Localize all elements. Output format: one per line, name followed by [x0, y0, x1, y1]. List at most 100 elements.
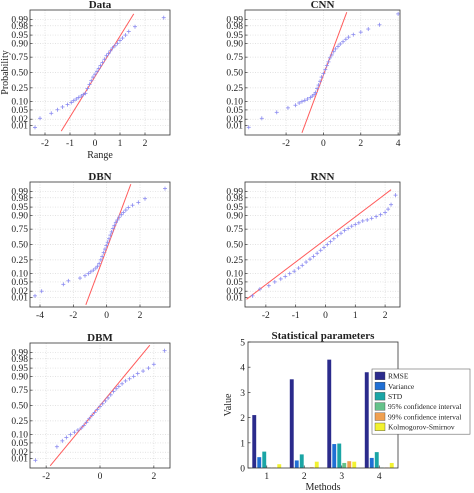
data-point: [89, 413, 94, 418]
y-tick-label: 0.25: [11, 84, 28, 94]
x-tick-label: -2: [41, 139, 49, 149]
data-point: [33, 458, 38, 463]
data-point: [292, 269, 297, 274]
chart-panel-1: 0.010.020.050.10 0.25 0.50 0.75 0.900.950.98…: [0, 0, 171, 161]
data-point: [246, 125, 251, 130]
data-point: [110, 45, 115, 50]
data-point: [83, 273, 87, 278]
data-point: [335, 233, 340, 238]
data-point: [356, 220, 361, 225]
y-tick-label: 0.90: [11, 211, 28, 221]
x-tick-label: 1: [264, 472, 269, 482]
chart-title-rnn: RNN: [311, 171, 335, 183]
data-point: [327, 55, 332, 60]
x-tick-label: 0: [323, 311, 328, 321]
data-point: [68, 432, 73, 437]
data-point: [257, 287, 262, 292]
data-point: [283, 274, 288, 279]
y-tick-label: 0.95: [11, 364, 28, 374]
data-point: [98, 404, 102, 409]
x-tick-label: 2: [143, 139, 148, 149]
bar: [389, 462, 394, 468]
data-point: [66, 278, 71, 283]
y-tick-label: 0.99: [226, 16, 243, 26]
y-tick-label: 1: [240, 439, 245, 449]
legend-swatch: [374, 371, 386, 380]
bar: [299, 454, 304, 468]
x-tick-label: 2: [383, 311, 388, 321]
data-point: [86, 271, 91, 276]
data-point: [112, 223, 117, 228]
y-tick-label: 4: [240, 364, 245, 374]
y-tick-label: 0.50: [11, 69, 28, 79]
y-tick-label: 0.90: [226, 39, 243, 49]
x-tick-label: 0: [104, 311, 109, 321]
data-point: [331, 49, 336, 54]
data-point: [341, 39, 346, 44]
data-point: [111, 389, 116, 394]
data-point: [106, 395, 111, 400]
data-point: [305, 96, 310, 101]
chart-panel-4: 0.010.020.050.10 0.25 0.50 0.75 0.900.950.98…: [226, 171, 401, 321]
y-tick-label: 0.95: [226, 203, 243, 213]
bar: [257, 457, 262, 468]
data-point: [316, 83, 321, 88]
reference-fit-line: [246, 189, 392, 300]
bar: [374, 452, 379, 468]
data-point: [325, 242, 330, 247]
chart-panel-2: 0.010.020.050.10 0.25 0.50 0.75 0.900.950.98…: [226, 0, 400, 149]
bar: [364, 372, 369, 468]
data-point: [274, 110, 279, 115]
data-point: [369, 216, 374, 221]
data-point: [38, 116, 42, 121]
data-point: [326, 59, 331, 64]
data-point: [250, 293, 255, 298]
data-point: [98, 257, 103, 262]
data-point: [78, 276, 82, 281]
y-axis-label: Value: [223, 393, 234, 416]
reference-fit-line: [60, 13, 135, 132]
data-point: [299, 99, 304, 104]
data-point: [84, 420, 89, 425]
data-point: [307, 257, 312, 262]
data-point: [33, 125, 37, 130]
data-point: [126, 29, 131, 34]
y-tick-label: 0.95: [11, 203, 28, 213]
data-point: [93, 72, 97, 77]
y-tick-label: 3: [240, 389, 245, 399]
data-point: [81, 92, 86, 97]
legend-swatch: [374, 382, 386, 391]
data-point: [76, 95, 81, 100]
y-tick-label: 0.01: [226, 293, 243, 303]
legend-swatch: [374, 412, 386, 421]
bar: [342, 462, 347, 468]
data-point: [161, 15, 166, 20]
data-point: [104, 53, 109, 58]
data-point: [131, 374, 136, 379]
data-point: [342, 228, 347, 233]
data-point: [106, 51, 111, 56]
data-point: [87, 416, 92, 421]
data-point: [383, 210, 388, 215]
data-point: [74, 96, 79, 101]
bar: [277, 464, 282, 468]
data-point: [123, 33, 128, 38]
x-tick-label: 2: [151, 472, 156, 482]
x-tick-label: 3: [339, 472, 344, 482]
data-point: [103, 398, 108, 403]
data-point: [300, 263, 305, 268]
bar: [369, 457, 374, 468]
data-point: [120, 36, 125, 41]
data-point: [338, 41, 343, 46]
legend-swatch: [374, 392, 386, 401]
y-tick-label: 0.10: [11, 431, 28, 441]
reference-fit-line: [301, 12, 348, 133]
data-point: [69, 100, 74, 105]
data-point: [91, 268, 96, 273]
data-point: [65, 102, 70, 107]
y-tick-label: 0.90: [226, 211, 243, 221]
data-point: [107, 236, 111, 241]
data-point: [396, 11, 400, 16]
data-point: [318, 248, 323, 253]
data-point: [97, 261, 102, 266]
